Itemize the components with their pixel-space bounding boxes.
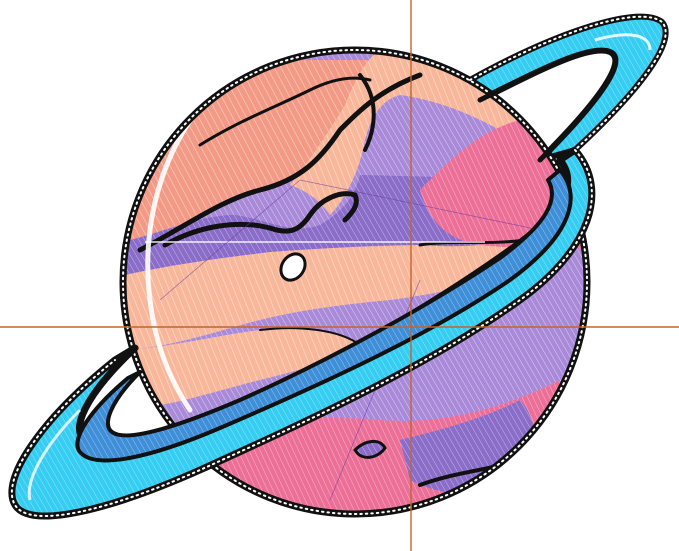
band-peach-lower [130,328,360,405]
ring-front [8,15,667,520]
band-salmon-top [123,60,587,250]
white-spot [279,252,307,282]
band-peach-upper [290,50,540,215]
planet-body [119,46,591,518]
band-peach-middle [125,240,520,350]
